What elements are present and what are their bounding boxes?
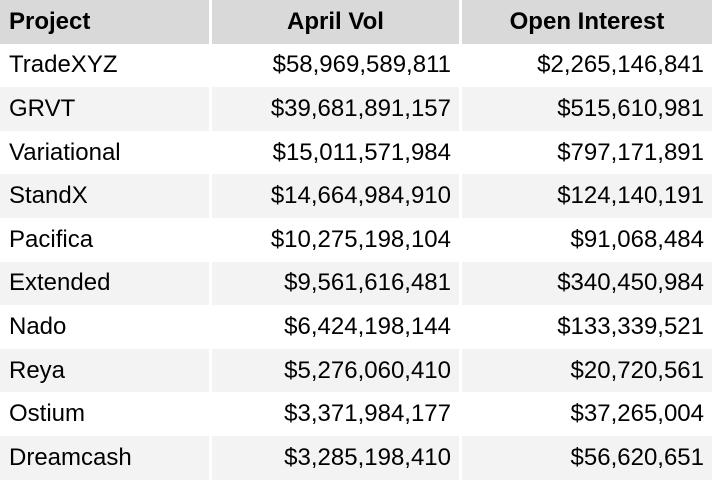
- cell-project: Extended: [0, 261, 212, 306]
- cell-open-interest: $515,610,981: [462, 87, 712, 131]
- table-row[interactable]: Reya $5,276,060,410 $20,720,561: [0, 348, 712, 393]
- table-row[interactable]: Ostium $3,371,984,177 $37,265,004: [0, 392, 712, 436]
- cell-april-vol: $58,969,589,811: [212, 43, 462, 88]
- cell-open-interest: $133,339,521: [462, 305, 712, 349]
- cell-open-interest: $56,620,651: [462, 435, 712, 480]
- cell-project: Ostium: [0, 392, 212, 436]
- table-row[interactable]: StandX $14,664,984,910 $124,140,191: [0, 174, 712, 218]
- cell-april-vol: $9,561,616,481: [212, 261, 462, 306]
- cell-april-vol: $14,664,984,910: [212, 174, 462, 218]
- header-april-vol[interactable]: April Vol: [212, 0, 462, 44]
- cell-project: GRVT: [0, 87, 212, 131]
- cell-project: Reya: [0, 348, 212, 393]
- cell-open-interest: $91,068,484: [462, 217, 712, 262]
- cell-april-vol: $5,276,060,410: [212, 348, 462, 393]
- table-row[interactable]: Dreamcash $3,285,198,410 $56,620,651: [0, 435, 712, 480]
- table-row[interactable]: Extended $9,561,616,481 $340,450,984: [0, 261, 712, 306]
- cell-april-vol: $39,681,891,157: [212, 87, 462, 131]
- cell-project: Nado: [0, 305, 212, 349]
- cell-open-interest: $20,720,561: [462, 348, 712, 393]
- cell-project: Dreamcash: [0, 435, 212, 480]
- header-row: Project April Vol Open Interest: [0, 0, 712, 44]
- table-body: TradeXYZ $58,969,589,811 $2,265,146,841 …: [0, 43, 712, 480]
- cell-open-interest: $124,140,191: [462, 174, 712, 218]
- cell-project: Pacifica: [0, 217, 212, 262]
- table-header: Project April Vol Open Interest: [0, 0, 712, 44]
- cell-april-vol: $6,424,198,144: [212, 305, 462, 349]
- cell-open-interest: $797,171,891: [462, 130, 712, 175]
- table-row[interactable]: TradeXYZ $58,969,589,811 $2,265,146,841: [0, 43, 712, 88]
- header-open-interest[interactable]: Open Interest: [462, 0, 712, 44]
- cell-open-interest: $2,265,146,841: [462, 43, 712, 88]
- header-project[interactable]: Project: [0, 0, 212, 44]
- table-row[interactable]: Pacifica $10,275,198,104 $91,068,484: [0, 217, 712, 262]
- cell-april-vol: $3,285,198,410: [212, 435, 462, 480]
- cell-project: Variational: [0, 130, 212, 175]
- cell-project: TradeXYZ: [0, 43, 212, 88]
- cell-project: StandX: [0, 174, 212, 218]
- table-row[interactable]: GRVT $39,681,891,157 $515,610,981: [0, 87, 712, 131]
- cell-open-interest: $340,450,984: [462, 261, 712, 306]
- cell-open-interest: $37,265,004: [462, 392, 712, 436]
- table-row[interactable]: Nado $6,424,198,144 $133,339,521: [0, 305, 712, 349]
- cell-april-vol: $3,371,984,177: [212, 392, 462, 436]
- cell-april-vol: $10,275,198,104: [212, 217, 462, 262]
- table-row[interactable]: Variational $15,011,571,984 $797,171,891: [0, 130, 712, 175]
- cell-april-vol: $15,011,571,984: [212, 130, 462, 175]
